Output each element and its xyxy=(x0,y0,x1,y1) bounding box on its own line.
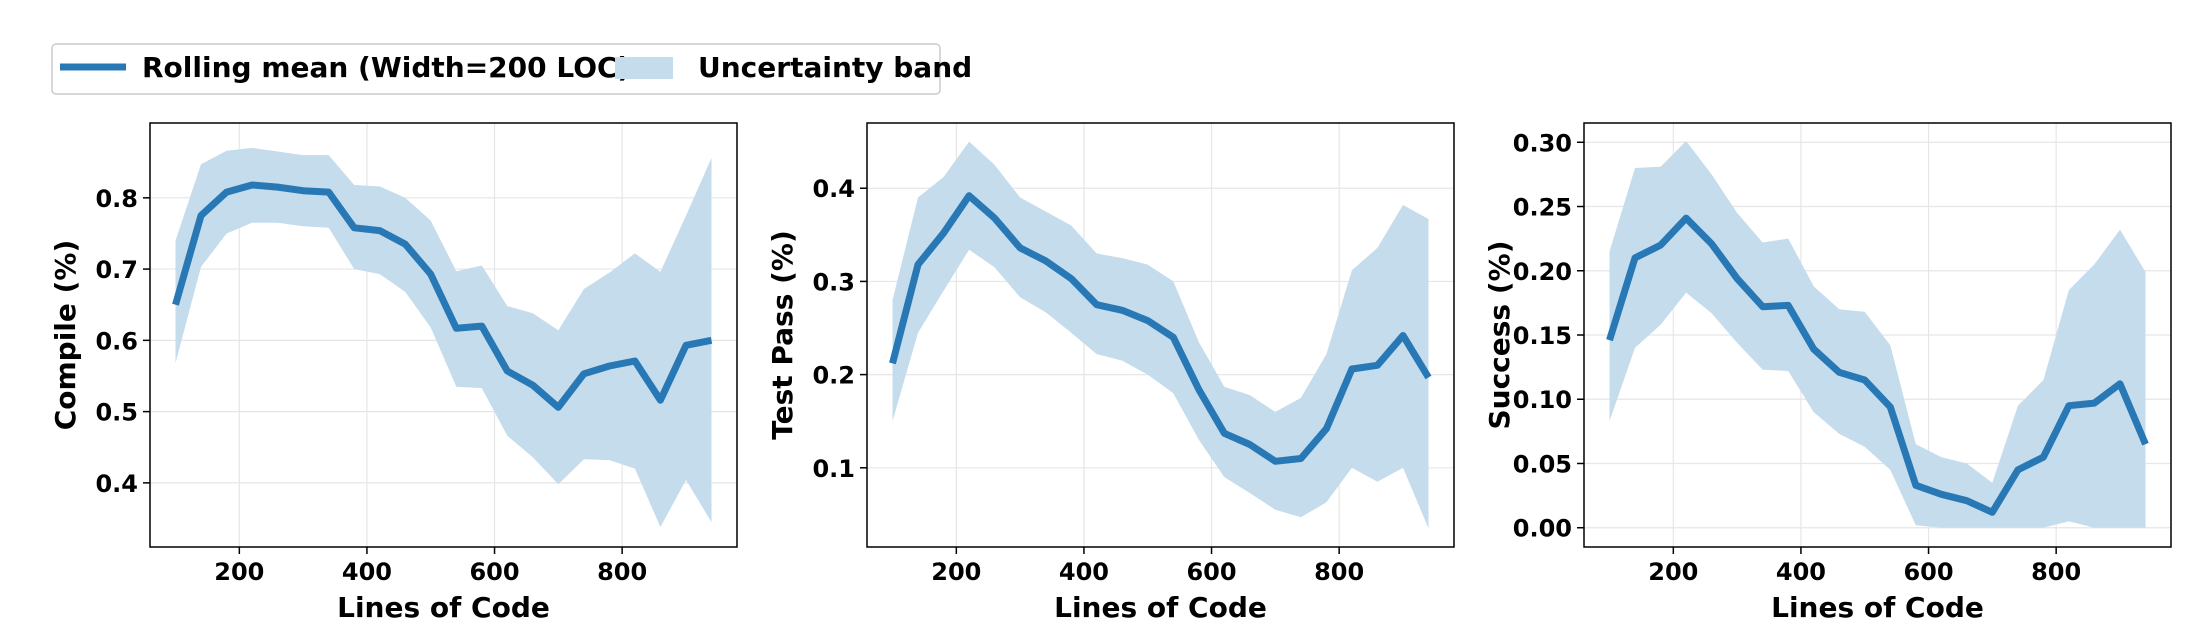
y-tick-label: 0.5 xyxy=(95,399,138,427)
legend-frame xyxy=(51,43,941,95)
x-tick-label: 600 xyxy=(469,558,519,586)
y-tick-label: 0.3 xyxy=(812,268,855,296)
uncertainty-band xyxy=(892,141,1429,529)
x-tick-label: 600 xyxy=(1903,558,1953,586)
x-tick-label: 600 xyxy=(1186,558,1236,586)
subplot-success: 200 400 600 800 0.00 0.05 0.10 0.15 0.20 0.25 0.3… xyxy=(1483,122,2172,624)
legend-line-label: Rolling mean (Width=200 LOC) xyxy=(142,51,630,84)
y-tick-label: 0.30 xyxy=(1513,129,1572,157)
x-tick-label: 800 xyxy=(597,558,647,586)
y-tick-label: 0.4 xyxy=(95,470,138,498)
x-tick-label: 200 xyxy=(931,558,981,586)
legend-band-swatch xyxy=(615,57,673,79)
y-ticks: 0.1 0.2 0.3 0.4 xyxy=(812,175,867,483)
x-tick-label: 200 xyxy=(1648,558,1698,586)
x-axis-label: Lines of Code xyxy=(337,591,550,624)
x-tick-label: 400 xyxy=(1776,558,1826,586)
axes-frame xyxy=(149,122,738,548)
x-ticks: 200 400 600 800 xyxy=(931,547,1364,586)
y-tick-label: 0.6 xyxy=(95,327,138,355)
y-tick-label: 0.15 xyxy=(1513,322,1572,350)
axes-frame xyxy=(866,122,1455,548)
subplot-test-pass: 200 400 600 800 0.10.20.30.4 Lines of Code … xyxy=(766,122,1455,624)
x-ticks: 200 400 600 800 xyxy=(1648,547,2081,586)
x-tick-label: 400 xyxy=(342,558,392,586)
y-tick-label: 0.20 xyxy=(1513,258,1572,286)
x-tick-label: 800 xyxy=(1314,558,1364,586)
x-axis-label: Lines of Code xyxy=(1771,591,1984,624)
y-tick-label: 0.00 xyxy=(1513,515,1572,543)
uncertainty-band xyxy=(1609,141,2146,528)
y-ticks: 0.4 0.5 0.6 0.7 0.8 xyxy=(95,185,150,498)
subplot-compile: 200 400 600 800 0.4 0.5 0.6 0.7 0.8 Lines of Co… xyxy=(49,122,738,624)
y-tick-label: 0.1 xyxy=(812,455,855,483)
x-tick-label: 800 xyxy=(2031,558,2081,586)
x-ticks: 200 400 600 800 xyxy=(214,547,647,586)
uncertainty-band xyxy=(175,147,712,527)
rolling-mean-line xyxy=(889,192,1432,465)
y-tick-label: 0.2 xyxy=(812,362,855,390)
y-tick-label: 0.4 xyxy=(812,175,855,203)
y-tick-label: 0.7 xyxy=(95,256,138,284)
legend: Rolling mean (Width=200 LOC) Uncertainty… xyxy=(51,43,972,95)
y-axis-label: Success (%) xyxy=(1483,240,1516,429)
x-axis-label: Lines of Code xyxy=(1054,591,1267,624)
rolling-mean-line xyxy=(1606,214,2149,516)
rolling-mean-line xyxy=(172,181,713,411)
legend-band-label: Uncertainty band xyxy=(698,51,972,84)
x-tick-label: 400 xyxy=(1059,558,1109,586)
y-ticks: 0.00 0.05 0.10 0.15 0.20 0.25 0.30 xyxy=(1513,129,1584,543)
y-tick-label: 0.10 xyxy=(1513,386,1572,414)
y-tick-label: 0.8 xyxy=(95,185,138,213)
y-axis-label: Compile (%) xyxy=(49,240,82,431)
y-tick-label: 0.05 xyxy=(1513,450,1572,478)
x-tick-label: 200 xyxy=(214,558,264,586)
y-tick-label: 0.25 xyxy=(1513,194,1572,222)
y-axis-label: Test Pass (%) xyxy=(766,230,799,440)
